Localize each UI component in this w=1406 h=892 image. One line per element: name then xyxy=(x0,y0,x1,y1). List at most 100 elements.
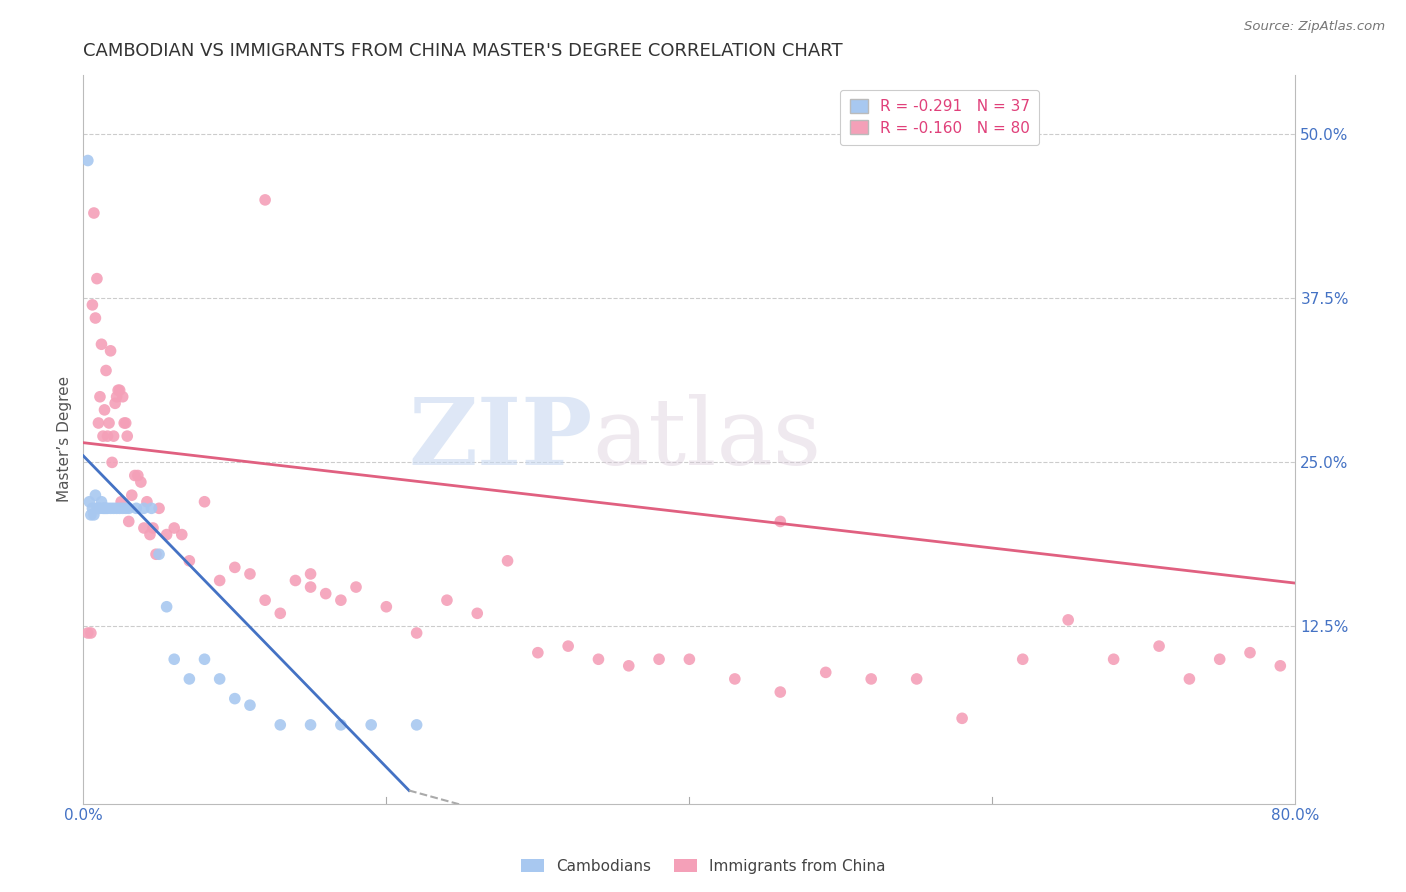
Point xyxy=(375,599,398,614)
Point xyxy=(148,547,170,561)
Point xyxy=(84,488,107,502)
Point xyxy=(436,593,458,607)
Point xyxy=(90,337,112,351)
Point xyxy=(110,495,132,509)
Point xyxy=(1239,646,1261,660)
Point xyxy=(136,495,159,509)
Point xyxy=(179,672,201,686)
Point xyxy=(76,153,98,168)
Point xyxy=(141,501,163,516)
Point xyxy=(80,508,103,522)
Point xyxy=(163,652,186,666)
Point xyxy=(405,718,427,732)
Point xyxy=(124,468,146,483)
Point xyxy=(118,515,141,529)
Point xyxy=(405,626,427,640)
Point xyxy=(254,593,277,607)
Point xyxy=(860,672,883,686)
Point xyxy=(284,574,307,588)
Point xyxy=(269,718,291,732)
Point xyxy=(1011,652,1033,666)
Point xyxy=(91,501,114,516)
Point xyxy=(1147,639,1170,653)
Point xyxy=(93,501,115,516)
Point xyxy=(79,495,101,509)
Point xyxy=(254,193,277,207)
Point xyxy=(1057,613,1080,627)
Point xyxy=(496,554,519,568)
Point xyxy=(156,527,179,541)
Point xyxy=(148,501,170,516)
Point xyxy=(82,298,104,312)
Point xyxy=(108,501,131,516)
Text: CAMBODIAN VS IMMIGRANTS FROM CHINA MASTER'S DEGREE CORRELATION CHART: CAMBODIAN VS IMMIGRANTS FROM CHINA MASTE… xyxy=(83,42,844,60)
Point xyxy=(724,672,747,686)
Point xyxy=(360,718,382,732)
Point xyxy=(114,501,136,516)
Point xyxy=(87,501,110,516)
Point xyxy=(224,560,246,574)
Point xyxy=(112,416,135,430)
Point xyxy=(86,271,108,285)
Point xyxy=(814,665,837,680)
Point xyxy=(86,501,108,516)
Point xyxy=(127,468,149,483)
Point xyxy=(105,501,128,516)
Point xyxy=(100,343,122,358)
Point xyxy=(94,363,117,377)
Point xyxy=(239,698,262,713)
Point xyxy=(132,501,155,516)
Point xyxy=(82,501,104,516)
Text: atlas: atlas xyxy=(592,394,821,484)
Point xyxy=(132,521,155,535)
Point xyxy=(344,580,367,594)
Point xyxy=(94,501,117,516)
Point xyxy=(108,383,131,397)
Point xyxy=(588,652,610,666)
Point xyxy=(76,626,98,640)
Point xyxy=(83,508,105,522)
Point xyxy=(103,501,125,516)
Point xyxy=(103,429,125,443)
Point xyxy=(139,527,162,541)
Point xyxy=(769,685,792,699)
Point xyxy=(1208,652,1230,666)
Legend: R = -0.291   N = 37, R = -0.160   N = 80: R = -0.291 N = 37, R = -0.160 N = 80 xyxy=(841,90,1039,145)
Point xyxy=(96,501,118,516)
Point xyxy=(101,455,124,469)
Point xyxy=(91,429,114,443)
Point xyxy=(1102,652,1125,666)
Point xyxy=(299,718,322,732)
Point xyxy=(104,396,127,410)
Point xyxy=(269,607,291,621)
Point xyxy=(125,501,148,516)
Point xyxy=(107,383,129,397)
Point xyxy=(239,566,262,581)
Point xyxy=(299,580,322,594)
Point xyxy=(465,607,488,621)
Point xyxy=(145,547,167,561)
Point xyxy=(557,639,579,653)
Point xyxy=(170,527,193,541)
Text: ZIP: ZIP xyxy=(408,394,592,484)
Point xyxy=(111,390,134,404)
Point xyxy=(193,652,215,666)
Point xyxy=(315,586,337,600)
Point xyxy=(678,652,700,666)
Point xyxy=(80,626,103,640)
Point xyxy=(142,521,165,535)
Point xyxy=(329,718,352,732)
Point xyxy=(905,672,928,686)
Point xyxy=(114,416,136,430)
Point xyxy=(208,574,231,588)
Point xyxy=(84,311,107,326)
Point xyxy=(193,495,215,509)
Point xyxy=(617,658,640,673)
Point xyxy=(950,711,973,725)
Point xyxy=(769,515,792,529)
Point xyxy=(105,390,128,404)
Point xyxy=(129,475,152,489)
Point xyxy=(224,691,246,706)
Point xyxy=(96,429,118,443)
Point xyxy=(118,501,141,516)
